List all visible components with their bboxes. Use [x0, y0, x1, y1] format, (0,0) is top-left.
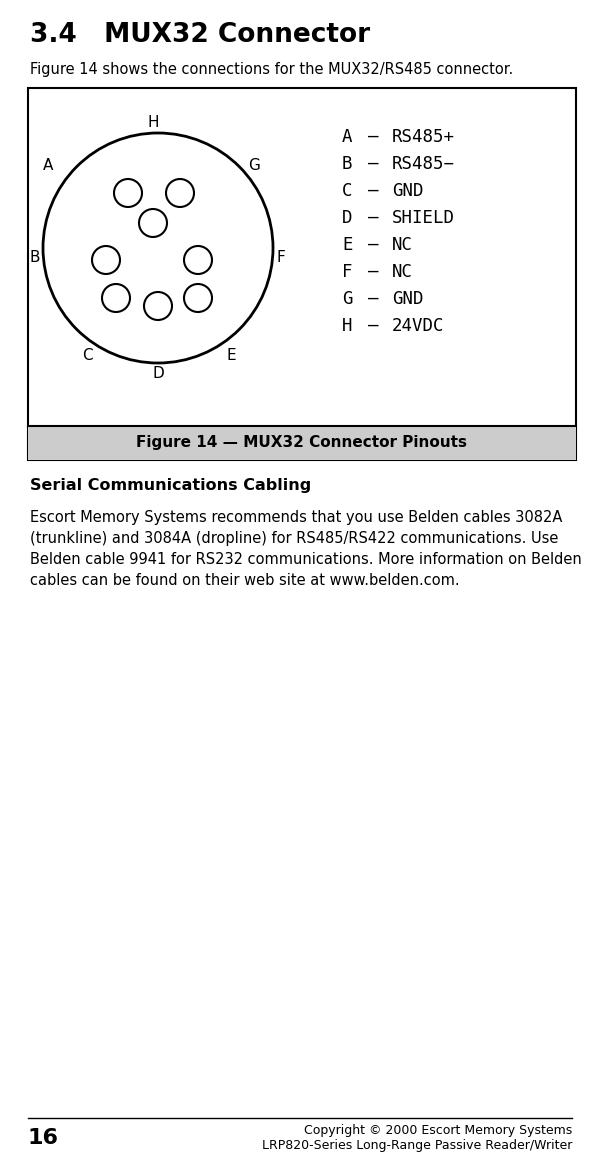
Bar [28, 426, 576, 460]
Text: Figure 14 shows the connections for the MUX32/RS485 connector.: Figure 14 shows the connections for the … [30, 62, 513, 77]
Text: Escort Memory Systems recommends that you use Belden cables 3082A: Escort Memory Systems recommends that yo… [30, 510, 562, 525]
Text: LRP820-Series Long-Range Passive Reader/Writer: LRP820-Series Long-Range Passive Reader/… [262, 1139, 572, 1152]
Circle shape [43, 132, 273, 363]
Text: Serial Communications Cabling: Serial Communications Cabling [30, 478, 311, 493]
Text: D: D [342, 209, 353, 227]
Text: –: – [368, 236, 379, 254]
Circle shape [166, 179, 194, 207]
Circle shape [144, 292, 172, 320]
Bar [28, 88, 576, 460]
Text: B: B [342, 155, 353, 173]
Text: –: – [368, 317, 379, 335]
Text: Belden cable 9941 for RS232 communications. More information on Belden: Belden cable 9941 for RS232 communicatio… [30, 552, 582, 567]
Text: C: C [342, 182, 353, 200]
Text: E: E [226, 347, 236, 363]
Circle shape [114, 179, 142, 207]
Text: G: G [248, 158, 260, 173]
Text: F: F [342, 263, 353, 281]
Text: F: F [276, 251, 285, 265]
Text: GND: GND [392, 290, 424, 308]
Circle shape [92, 246, 120, 274]
Circle shape [184, 246, 212, 274]
Text: A: A [43, 158, 53, 173]
Text: –: – [368, 290, 379, 308]
Text: B: B [29, 251, 40, 265]
Text: RS485+: RS485+ [392, 128, 455, 146]
Text: –: – [368, 155, 379, 173]
Text: NC: NC [392, 263, 413, 281]
Text: –: – [368, 128, 379, 146]
Text: GND: GND [392, 182, 424, 200]
Text: G: G [342, 290, 353, 308]
Text: 3.4   MUX32 Connector: 3.4 MUX32 Connector [30, 22, 370, 48]
Text: Figure 14 — MUX32 Connector Pinouts: Figure 14 — MUX32 Connector Pinouts [137, 436, 467, 451]
Text: D: D [152, 366, 164, 381]
Text: H: H [147, 115, 159, 130]
Text: –: – [368, 209, 379, 227]
Text: cables can be found on their web site at www.belden.com.: cables can be found on their web site at… [30, 573, 460, 588]
Circle shape [184, 284, 212, 313]
Text: –: – [368, 263, 379, 281]
Text: (trunkline) and 3084A (dropline) for RS485/RS422 communications. Use: (trunkline) and 3084A (dropline) for RS4… [30, 531, 559, 546]
Circle shape [102, 284, 130, 313]
Text: E: E [342, 236, 353, 254]
Circle shape [139, 209, 167, 237]
Text: SHIELD: SHIELD [392, 209, 455, 227]
Text: Copyright © 2000 Escort Memory Systems: Copyright © 2000 Escort Memory Systems [304, 1124, 572, 1136]
Text: –: – [368, 182, 379, 200]
Text: A: A [342, 128, 353, 146]
Text: NC: NC [392, 236, 413, 254]
Text: H: H [342, 317, 353, 335]
Text: RS485−: RS485− [392, 155, 455, 173]
Text: 16: 16 [28, 1128, 59, 1148]
Text: C: C [82, 347, 93, 363]
Text: 24VDC: 24VDC [392, 317, 445, 335]
